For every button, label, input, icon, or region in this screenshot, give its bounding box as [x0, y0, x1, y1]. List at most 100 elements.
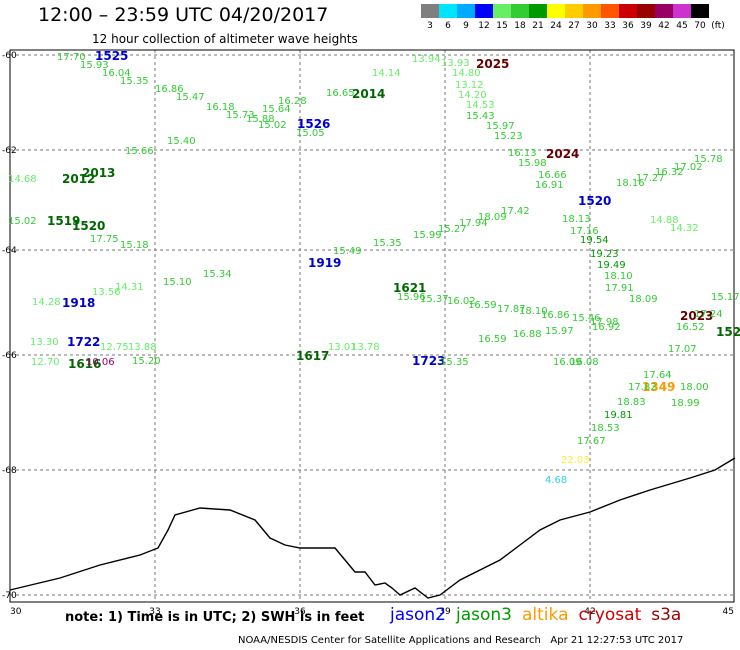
swh-value: 15.35 [373, 238, 402, 249]
swh-value: 16.59 [468, 300, 497, 311]
swh-value: 15.27 [438, 224, 467, 235]
track-label: 2013 [82, 166, 115, 180]
colorbar-label: 45 [676, 21, 688, 31]
lat-label: -60 [2, 51, 17, 61]
swh-value: 18.16 [616, 178, 645, 189]
colorbar-unit: (ft) [711, 21, 725, 31]
lon-label: 39 [439, 607, 451, 617]
swh-value: 15.98 [518, 158, 547, 169]
swh-value: 15.17 [711, 292, 740, 303]
swh-value: 17.87 [497, 304, 526, 315]
track-label: 1520 [72, 219, 105, 233]
track-label: 1621 [393, 281, 426, 295]
legend-item-altika: altika [522, 605, 569, 625]
track-label: 2023 [680, 309, 713, 323]
axis-labels-layer: 30 33 36 39 42 45 -60 -62 -64 -66 -68 -70 [2, 51, 734, 617]
footer-credit: NOAA/NESDIS Center for Satellite Applica… [238, 635, 684, 646]
swh-value: 15.10 [163, 277, 192, 288]
colorbar-swatch [439, 4, 457, 18]
map-subtitle: 12 hour collection of altimeter wave hei… [92, 32, 358, 46]
swh-value: 17.98 [590, 317, 619, 328]
swh-value: 14.32 [670, 223, 699, 234]
swh-value: 19.81 [604, 410, 633, 421]
track-label: 1722 [67, 335, 100, 349]
swh-value: 14.31 [115, 282, 144, 293]
colorbar-swatch [529, 4, 547, 18]
swh-value: 17.64 [643, 370, 672, 381]
swh-value: 18.10 [519, 306, 548, 317]
track-label: 1919 [308, 256, 341, 270]
swh-value: 15.73 [226, 110, 255, 121]
swh-value: 15.96 [397, 292, 426, 303]
colorbar-swatch [691, 4, 709, 18]
colorbar-label: 6 [445, 21, 451, 31]
colorbar-label: 15 [496, 21, 508, 31]
colorbar-swatch [421, 4, 439, 18]
swh-value: 15.99 [413, 230, 442, 241]
swh-value: 15.35 [120, 76, 149, 87]
lon-label: 45 [723, 607, 734, 617]
track-label: 2014 [352, 87, 385, 101]
colorbar-label: 27 [568, 21, 580, 31]
swh-value: 17.16 [570, 226, 599, 237]
colorbar-swatch [547, 4, 565, 18]
swh-value: 17.24 [694, 309, 723, 320]
swh-value: 14.14 [372, 68, 401, 79]
swh-value: 16.04 [102, 68, 131, 79]
swh-value: 15.64 [262, 104, 291, 115]
swh-value: 15.37 [420, 294, 449, 305]
track-label: 152 [716, 325, 740, 339]
map-title: 12:00 – 23:59 UTC 04/20/2017 [38, 4, 329, 26]
colorbar-swatch [619, 4, 637, 18]
swh-value: 17.07 [668, 344, 697, 355]
swh-value: 15.05 [296, 128, 325, 139]
swh-value: 18.00 [680, 382, 709, 393]
swh-value: 13.94 [412, 54, 441, 65]
swh-value: 16.88 [513, 329, 542, 340]
colorbar-swatch [475, 4, 493, 18]
coastline [9, 457, 736, 599]
swh-value: 16.28 [278, 96, 307, 107]
colorbar-label: 30 [586, 21, 598, 31]
swh-value: 18.13 [562, 214, 591, 225]
colorbar-swatch [637, 4, 655, 18]
colorbar-swatch [583, 4, 601, 18]
swh-value: 15.78 [694, 154, 723, 165]
swh-value: 18.83 [617, 397, 646, 408]
swh-value: 14.68 [8, 174, 37, 185]
lat-label: -62 [2, 146, 17, 156]
map-grid [10, 50, 734, 602]
swh-value: 19.23 [590, 249, 619, 260]
track-label: 1525 [95, 49, 128, 63]
swh-value: 15.93 [80, 60, 109, 71]
swh-values-layer: 17.7015.9316.0415.3516.8615.4716.1815.73… [8, 52, 740, 486]
swh-value: 16.32 [655, 167, 684, 178]
swh-value: 16.66 [538, 170, 567, 181]
swh-value: 14.53 [466, 100, 495, 111]
swh-value: 13.01 [328, 342, 357, 353]
swh-value: 15.34 [203, 269, 232, 280]
legend-item-s3a: s3a [651, 605, 682, 625]
track-label: 1349 [642, 380, 675, 394]
colorbar-label: 3 [427, 21, 433, 31]
legend-item-cryosat: cryosat [578, 605, 642, 625]
swh-value: 15.23 [494, 131, 523, 142]
track-label: 2025 [476, 57, 509, 71]
swh-value: 15.02 [258, 120, 287, 131]
lat-label: -66 [2, 351, 17, 361]
swh-value: 15.88 [246, 114, 275, 125]
swh-value: 18.09 [629, 294, 658, 305]
swh-value: 15.97 [545, 326, 574, 337]
map-frame [9, 49, 735, 603]
lat-label: -64 [2, 246, 17, 256]
swh-value: 15.46 [572, 313, 601, 324]
track-label: 1723 [412, 354, 445, 368]
track-label: 1617 [296, 349, 329, 363]
colorbar-swatch [673, 4, 691, 18]
track-label: 1519 [47, 214, 80, 228]
swh-value: 16.18 [206, 102, 235, 113]
swh-value: 14.20 [458, 90, 487, 101]
colorbar-label: 24 [550, 21, 562, 31]
swh-value: 16.86 [155, 84, 184, 95]
